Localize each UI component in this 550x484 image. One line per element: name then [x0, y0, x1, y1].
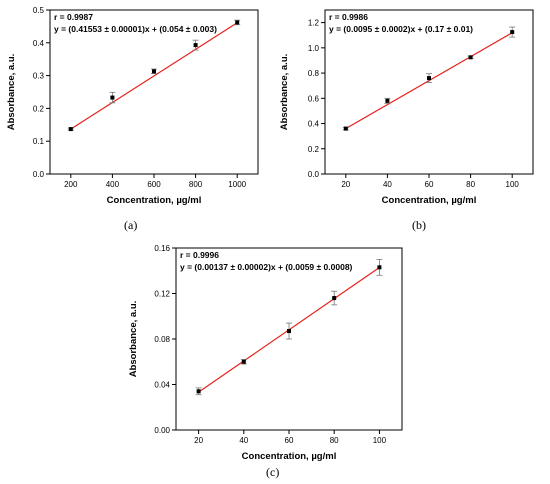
- x-tick-label-a: 1000: [228, 180, 246, 189]
- annotation-c-r: r = 0.9996: [180, 250, 219, 260]
- x-tick-label-c: 20: [194, 436, 203, 445]
- data-point-a: [110, 95, 115, 100]
- y-tick-label-b: 1.2: [308, 19, 320, 28]
- chart-b: 20 40 60 80 100 0.0 0.2 0.4 0.6 0.8 1.0 1.2 Concentr…: [279, 9, 534, 206]
- x-tick-label-c: 80: [330, 436, 339, 445]
- y-tick-label-a: 0.0: [33, 170, 45, 179]
- annotation-a-equation: y = (0.41553 ± 0.00001)x + (0.054 ± 0.00…: [54, 24, 217, 34]
- data-point-c: [332, 296, 337, 301]
- chart-a: 200 400 600 800 1000 0.0 0.1 0.2 0.3 0.4 0.5 Concen…: [6, 6, 259, 206]
- panel-label-b: (b): [412, 218, 426, 232]
- y-tick-label-c: 0.12: [154, 290, 170, 299]
- data-point-a: [68, 127, 73, 132]
- data-point-a: [235, 20, 240, 25]
- data-point-a: [152, 69, 156, 74]
- x-tick-label-b: 80: [466, 180, 475, 189]
- annotation-c-equation: y = (0.00137 ± 0.00002)x + (0.0059 ± 0.0…: [180, 262, 353, 272]
- fit-line-a: [70, 22, 238, 130]
- x-tick-label-a: 800: [189, 180, 203, 189]
- y-tick-label-a: 0.2: [33, 104, 45, 113]
- x-tick-label-a: 200: [64, 180, 78, 189]
- y-tick-label-c: 0.04: [154, 381, 170, 390]
- y-axis-label-b: Absorbance, a.u.: [279, 54, 290, 131]
- x-tick-label-a: 400: [106, 180, 120, 189]
- annotation-b-r: r = 0.9986: [329, 12, 368, 22]
- data-point-b: [510, 30, 515, 35]
- y-tick-label-c: 0.16: [154, 244, 170, 253]
- data-point-b: [343, 126, 348, 131]
- plot-frame-b: [324, 9, 534, 175]
- panel-label-a: (a): [124, 218, 138, 232]
- x-tick-label-a: 600: [147, 180, 161, 189]
- x-axis-label-a: Concentration, µg/ml: [107, 195, 202, 206]
- y-tick-label-c: 0.08: [154, 335, 170, 344]
- annotation-b-equation: y = (0.0095 ± 0.0002)x + (0.17 ± 0.01): [329, 24, 473, 34]
- annotation-a-r: r = 0.9987: [54, 12, 93, 22]
- x-tick-label-c: 100: [373, 436, 387, 445]
- x-tick-label-b: 60: [425, 180, 434, 189]
- data-point-a: [193, 43, 198, 48]
- x-tick-label-b: 20: [341, 180, 350, 189]
- panel-label-c: (c): [266, 465, 280, 479]
- x-axis-label-b: Concentration, µg/ml: [382, 195, 477, 206]
- y-tick-label-a: 0.5: [33, 6, 45, 15]
- y-tick-label-a: 0.1: [33, 137, 45, 146]
- x-tick-label-c: 40: [239, 436, 248, 445]
- y-tick-label-a: 0.4: [33, 39, 45, 48]
- data-point-c: [196, 389, 201, 394]
- x-axis-label-c: Concentration, µg/ml: [242, 451, 337, 462]
- y-axis-label-a: Absorbance, a.u.: [6, 54, 17, 131]
- data-point-c: [241, 359, 246, 364]
- data-point-c: [377, 265, 382, 270]
- y-tick-label-a: 0.3: [33, 72, 45, 81]
- data-point-b: [427, 76, 431, 81]
- data-point-c: [287, 329, 291, 334]
- x-tick-label-b: 40: [383, 180, 392, 189]
- y-tick-label-b: 0.2: [308, 145, 320, 154]
- y-tick-label-b: 0.4: [308, 120, 320, 129]
- y-tick-label-b: 0.0: [308, 170, 320, 179]
- y-axis-label-c: Absorbance, a.u.: [128, 301, 139, 378]
- x-tick-label-b: 100: [506, 180, 520, 189]
- data-point-b: [468, 55, 473, 60]
- y-tick-label-b: 0.6: [308, 94, 320, 103]
- data-point-b: [385, 98, 390, 103]
- y-tick-label-b: 0.8: [308, 69, 320, 78]
- x-tick-label-c: 60: [285, 436, 294, 445]
- plot-frame-a: [49, 9, 259, 175]
- y-tick-label-c: 0.00: [154, 426, 170, 435]
- y-tick-label-b: 1.0: [308, 44, 320, 53]
- chart-c: 20 40 60 80 100 0.00 0.04 0.08 0.12 0.16 Concentra…: [128, 244, 403, 462]
